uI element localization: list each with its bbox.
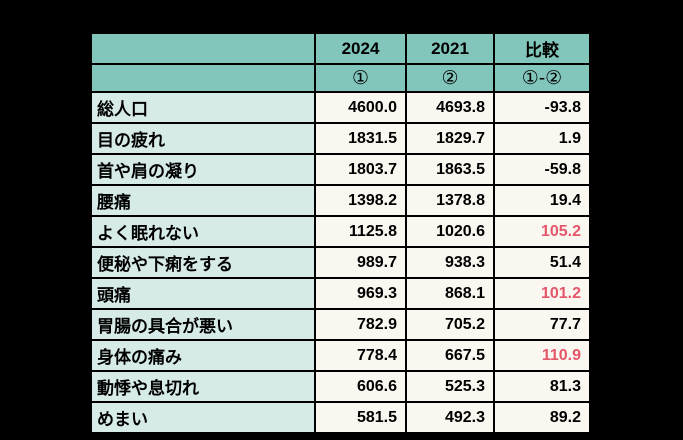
table-row: 首や肩の凝り 1803.7 1863.5 -59.8	[90, 153, 591, 186]
value-2021: 705.2	[405, 308, 495, 341]
value-2021: 1020.6	[405, 215, 495, 248]
value-diff: 51.4	[493, 246, 591, 279]
value-2021: 492.3	[405, 401, 495, 434]
table-row: 胃腸の具合が悪い 782.9 705.2 77.7	[90, 308, 591, 341]
subheader-diff: ①-②	[493, 63, 591, 93]
row-label: 総人口	[90, 91, 316, 124]
value-2024: 969.3	[314, 277, 407, 310]
value-diff: 89.2	[493, 401, 591, 434]
value-diff: 19.4	[493, 184, 591, 217]
table-header: 2024 2021 比較 ① ② ①-②	[90, 32, 591, 93]
row-label: 目の疲れ	[90, 122, 316, 155]
table-row: 頭痛 969.3 868.1 101.2	[90, 277, 591, 310]
value-diff: -93.8	[493, 91, 591, 124]
value-2021: 667.5	[405, 339, 495, 372]
value-diff: 81.3	[493, 370, 591, 403]
table-row: 動悸や息切れ 606.6 525.3 81.3	[90, 370, 591, 403]
table-row: よく眠れない 1125.8 1020.6 105.2	[90, 215, 591, 248]
value-diff: 105.2	[493, 215, 591, 248]
value-2024: 1803.7	[314, 153, 407, 186]
value-diff: 110.9	[493, 339, 591, 372]
value-2021: 1829.7	[405, 122, 495, 155]
value-2024: 4600.0	[314, 91, 407, 124]
table-row: めまい 581.5 492.3 89.2	[90, 401, 591, 434]
table-row: 腰痛 1398.2 1378.8 19.4	[90, 184, 591, 217]
row-label: 動悸や息切れ	[90, 370, 316, 403]
table-row: 身体の痛み 778.4 667.5 110.9	[90, 339, 591, 372]
corner-cell	[90, 32, 316, 65]
row-label: 首や肩の凝り	[90, 153, 316, 186]
value-2021: 1863.5	[405, 153, 495, 186]
value-2024: 782.9	[314, 308, 407, 341]
subheader-circle1: ①	[314, 63, 407, 93]
corner-cell-sub	[90, 63, 316, 93]
value-2024: 1125.8	[314, 215, 407, 248]
value-2021: 1378.8	[405, 184, 495, 217]
row-label: 便秘や下痢をする	[90, 246, 316, 279]
row-label: 頭痛	[90, 277, 316, 310]
row-label: 胃腸の具合が悪い	[90, 308, 316, 341]
header-row-years: 2024 2021 比較	[90, 32, 591, 65]
value-2024: 581.5	[314, 401, 407, 434]
col-header-compare: 比較	[493, 32, 591, 65]
value-diff: 77.7	[493, 308, 591, 341]
col-header-2024: 2024	[314, 32, 407, 65]
value-2021: 938.3	[405, 246, 495, 279]
value-diff: 101.2	[493, 277, 591, 310]
value-2024: 606.6	[314, 370, 407, 403]
comparison-table: 2024 2021 比較 ① ② ①-② 総人口 4600.0 4693.8 -…	[90, 32, 591, 434]
header-row-symbols: ① ② ①-②	[90, 63, 591, 93]
subheader-circle2: ②	[405, 63, 495, 93]
row-label: よく眠れない	[90, 215, 316, 248]
value-diff: 1.9	[493, 122, 591, 155]
row-label: 身体の痛み	[90, 339, 316, 372]
value-2024: 778.4	[314, 339, 407, 372]
col-header-2021: 2021	[405, 32, 495, 65]
value-2024: 989.7	[314, 246, 407, 279]
table-body: 総人口 4600.0 4693.8 -93.8 目の疲れ 1831.5 1829…	[90, 91, 591, 434]
table-row: 総人口 4600.0 4693.8 -93.8	[90, 91, 591, 124]
table-row: 便秘や下痢をする 989.7 938.3 51.4	[90, 246, 591, 279]
value-2021: 525.3	[405, 370, 495, 403]
value-2021: 868.1	[405, 277, 495, 310]
value-2024: 1398.2	[314, 184, 407, 217]
value-2024: 1831.5	[314, 122, 407, 155]
row-label: 腰痛	[90, 184, 316, 217]
value-2021: 4693.8	[405, 91, 495, 124]
value-diff: -59.8	[493, 153, 591, 186]
table-row: 目の疲れ 1831.5 1829.7 1.9	[90, 122, 591, 155]
row-label: めまい	[90, 401, 316, 434]
